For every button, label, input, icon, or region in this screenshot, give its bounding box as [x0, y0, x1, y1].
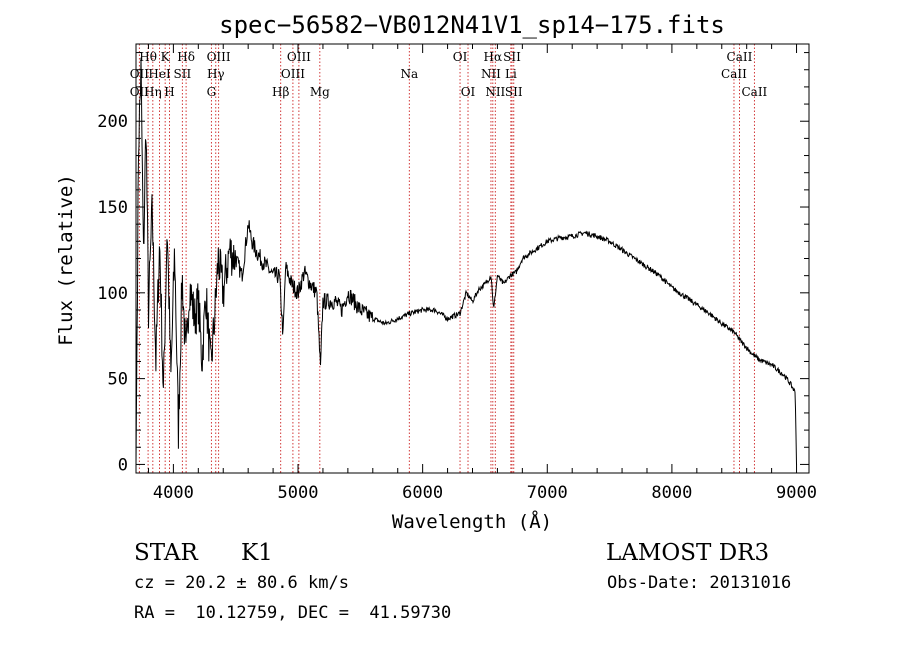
x-tick-label: 9000	[776, 483, 817, 503]
line-label: CaII	[727, 50, 753, 64]
x-tick-label: 8000	[651, 483, 692, 503]
line-label: Hδ	[177, 50, 195, 64]
line-label: CaII	[741, 85, 767, 99]
line-label: H	[164, 85, 174, 99]
line-label: OI	[453, 50, 468, 64]
axis-ticks: 4000 5000 6000 7000 8000 9000 0 50 100 150 200	[97, 44, 817, 503]
plot-area	[135, 57, 797, 465]
line-label: K	[161, 50, 171, 64]
redshift-velocity: cz = 20.2 ± 80.6 km/s	[134, 573, 349, 593]
line-label: OII	[130, 85, 150, 99]
y-tick-label: 50	[108, 370, 128, 390]
survey-name: LAMOST DR3	[606, 540, 770, 566]
y-tick-label: 200	[97, 112, 128, 132]
line-label: OIII	[287, 50, 311, 64]
x-tick-label: 7000	[527, 483, 568, 503]
line-label: Li	[505, 67, 517, 81]
line-label: CaII	[721, 67, 747, 81]
line-label: NII	[485, 85, 505, 99]
x-tick-label: 5000	[278, 483, 319, 503]
spectrum-line	[135, 57, 797, 465]
y-axis-label: Flux (relative)	[55, 174, 77, 346]
obs-date: Obs-Date: 20131016	[607, 573, 792, 593]
y-tick-label: 100	[97, 284, 128, 304]
line-label: Hθ	[139, 50, 157, 64]
line-label: SII	[174, 67, 192, 81]
line-label: OIII	[281, 67, 305, 81]
y-tick-label: 150	[97, 198, 128, 218]
line-label: OIII	[207, 50, 231, 64]
line-label: Hη	[144, 85, 162, 99]
line-label: OI	[461, 85, 476, 99]
object-subclass: K1	[241, 540, 273, 566]
line-label: HeI	[148, 67, 171, 81]
line-label: G	[207, 85, 217, 99]
x-tick-label: 4000	[153, 483, 194, 503]
line-label: OII	[130, 67, 150, 81]
y-tick-label: 0	[118, 455, 128, 475]
line-label: Hγ	[207, 67, 225, 81]
line-label: Mg	[310, 85, 330, 99]
line-label: NII	[481, 67, 501, 81]
line-label: Na	[400, 67, 418, 81]
line-label: SII	[505, 85, 523, 99]
chart-title: spec−56582−VB012N41V1_sp14−175.fits	[219, 11, 725, 39]
line-label: SII	[503, 50, 521, 64]
coordinates: RA = 10.12759, DEC = 41.59730	[134, 603, 452, 623]
object-class: STAR	[134, 540, 198, 566]
x-axis-label: Wavelength (Å)	[392, 510, 552, 533]
line-label: Hβ	[272, 85, 289, 99]
x-tick-label: 6000	[402, 483, 443, 503]
line-label: Hα	[484, 50, 503, 64]
